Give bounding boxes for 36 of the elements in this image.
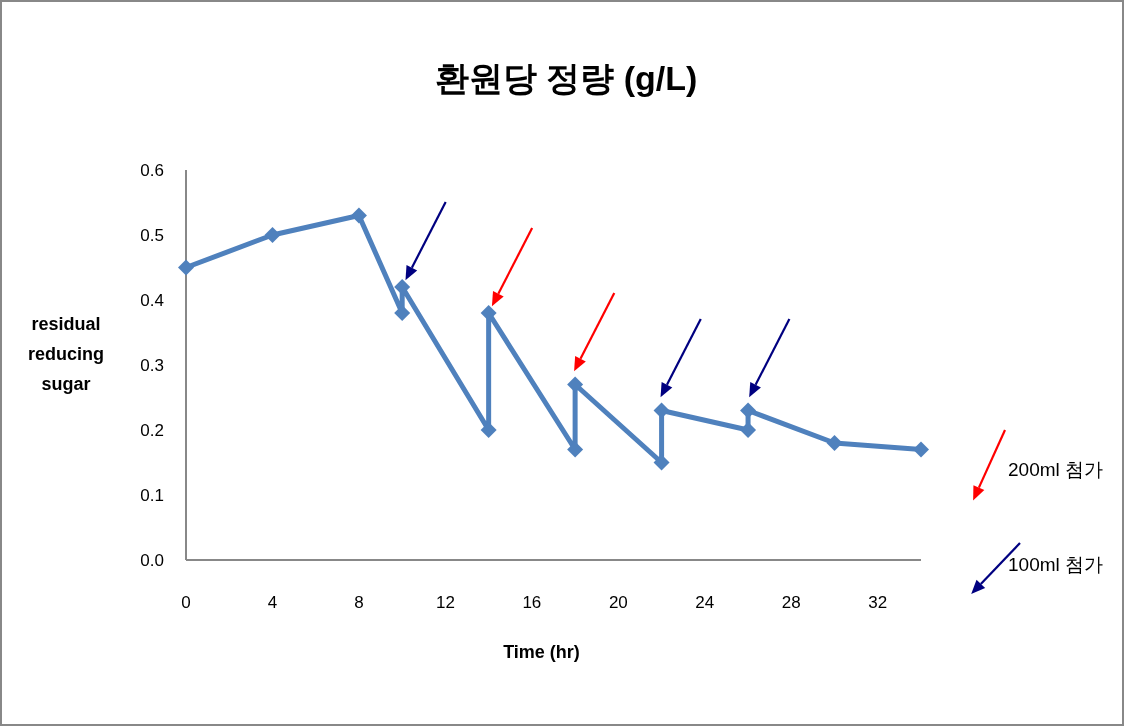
chart-title: 환원당 정량 (g/L)	[434, 59, 698, 97]
point	[740, 422, 757, 438]
x-tick-label: 20	[608, 593, 628, 612]
y-tick-label: 0.1	[140, 486, 164, 505]
y-tick-label: 0.2	[140, 421, 164, 440]
point	[653, 454, 670, 471]
y-tick-label: 0.0	[140, 551, 164, 570]
y-tick-label: 0.4	[140, 291, 164, 310]
point	[913, 441, 929, 458]
x-tick-label: 28	[781, 593, 801, 612]
x-tick-label: 12	[435, 593, 455, 612]
text: 200ml 첨가	[1008, 459, 1104, 480]
y-tick-label: 0.6	[140, 161, 164, 180]
x-tick-label: 16	[522, 593, 542, 612]
point	[394, 279, 411, 295]
y-tick-label: 0.5	[140, 226, 164, 245]
text: 100ml 첨가	[1008, 554, 1104, 575]
x-tick-label: 24	[695, 593, 715, 612]
point	[394, 305, 411, 321]
x-tick-label: 4	[267, 593, 278, 612]
point	[178, 259, 194, 276]
point	[567, 376, 584, 393]
point	[567, 441, 584, 458]
y-axis-title: residual reducing sugar	[27, 314, 105, 394]
point	[826, 435, 843, 451]
x-axis-title: Time (hr)	[503, 642, 580, 662]
y-tick-label: 0.3	[140, 356, 164, 375]
x-tick-label: 32	[868, 593, 888, 612]
x-tick-label: 8	[354, 593, 364, 612]
point	[480, 305, 497, 321]
point	[740, 402, 757, 419]
point	[264, 227, 281, 243]
point	[350, 207, 367, 224]
point	[653, 402, 670, 419]
x-tick-label: 0	[181, 593, 191, 612]
point	[480, 422, 497, 438]
